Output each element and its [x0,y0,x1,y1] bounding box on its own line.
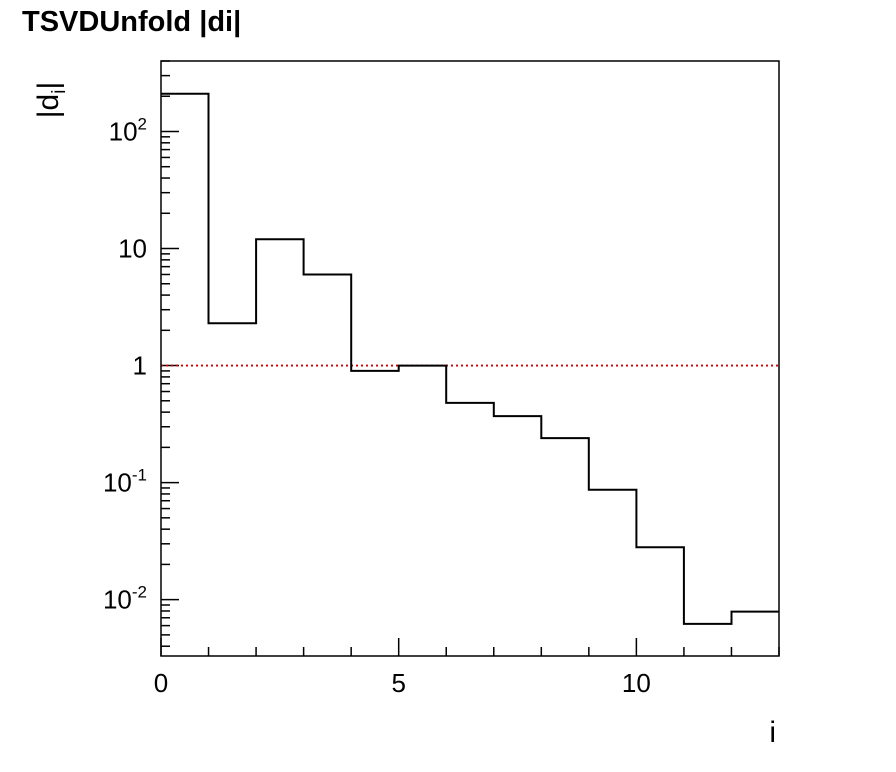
y-tick-label: 102 [109,114,147,146]
chart-title: TSVDUnfold |di| [22,6,242,38]
x-tick-label: 0 [154,668,168,698]
histogram-line [161,92,779,625]
y-minor-ticks [161,60,170,647]
y-axis-label-sub: i [49,90,70,94]
y-tick-label: 10-2 [103,583,147,615]
y-axis-label-close: | [32,82,65,90]
axis-ticks [160,130,780,656]
histogram-group [161,92,779,625]
x-tick-label: 10 [622,668,651,698]
y-axis-label-main: |d [32,94,65,118]
y-axis-label: |di| [32,82,70,119]
x-tick-label: 5 [391,668,405,698]
plot-frame [160,60,780,657]
y-tick-label: 10 [118,234,147,264]
x-axis-label: i [769,716,776,749]
y-tick-label: 1 [133,351,147,381]
x-tick-labels: 0 5 10 [154,668,651,698]
y-tick-label: 10-1 [103,466,147,498]
y-tick-labels: 10-2 10-1 1 10 102 [103,114,147,614]
